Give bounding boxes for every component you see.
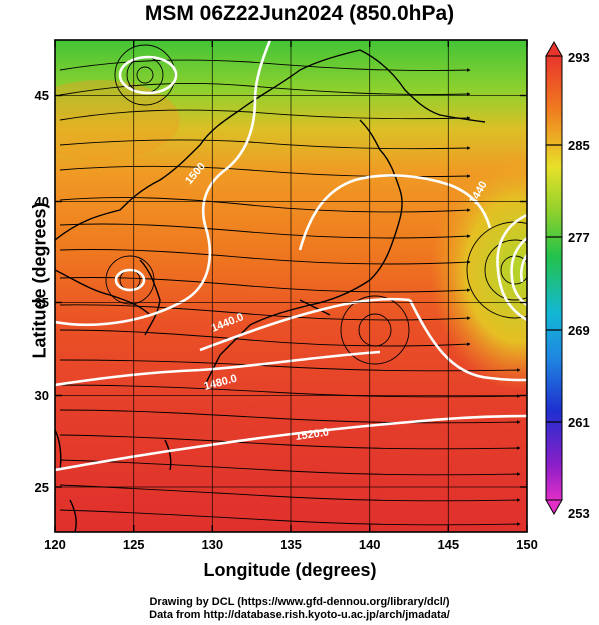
colorbar-bottom-arrow bbox=[545, 499, 563, 516]
y-axis bbox=[55, 94, 527, 488]
x-tick-145: 145 bbox=[437, 537, 459, 552]
y-tick-40: 40 bbox=[35, 194, 49, 209]
y-axis-label: Latitude (degrees) bbox=[29, 202, 50, 359]
colorbar-tick-261: 261 bbox=[568, 415, 590, 430]
x-tick-135: 135 bbox=[280, 537, 302, 552]
streamlines-south bbox=[59, 359, 521, 526]
colorbar-tick-285: 285 bbox=[568, 138, 590, 153]
colorbar-tick-293: 293 bbox=[568, 50, 590, 65]
y-tick-45: 45 bbox=[35, 88, 49, 103]
colorbar bbox=[545, 40, 563, 516]
contour-label-1520-0: 1520.0 bbox=[295, 426, 330, 443]
credit-drawing: Drawing by DCL (https://www.gfd-dennou.o… bbox=[149, 596, 450, 608]
cyclone-streamlines bbox=[105, 44, 527, 365]
map-title: MSM 06Z22Jun2024 (850.0hPa) bbox=[144, 2, 455, 25]
colorbar-tick-labels: 293 285 277 269 261 253 bbox=[568, 50, 590, 521]
colorbar-top-arrow bbox=[545, 40, 563, 57]
y-tick-35: 35 bbox=[35, 295, 49, 310]
x-tick-130: 130 bbox=[201, 537, 223, 552]
y-tick-labels: 25 30 35 40 45 bbox=[35, 88, 49, 495]
x-axis-label: Longitude (degrees) bbox=[203, 560, 377, 580]
x-tick-140: 140 bbox=[359, 537, 381, 552]
x-tick-125: 125 bbox=[123, 537, 145, 552]
colorbar-tick-277: 277 bbox=[568, 230, 590, 245]
credit-data: Data from http://database.rish.kyoto-u.a… bbox=[149, 609, 450, 621]
x-tick-120: 120 bbox=[44, 537, 66, 552]
wind-streamlines bbox=[59, 44, 527, 526]
y-tick-30: 30 bbox=[35, 388, 49, 403]
height-contours bbox=[55, 40, 527, 472]
colorbar-tick-269: 269 bbox=[568, 323, 590, 338]
x-tick-150: 150 bbox=[516, 537, 538, 552]
x-tick-labels: 120 125 130 135 140 145 150 bbox=[44, 537, 538, 552]
streamlines-middle bbox=[59, 197, 471, 347]
map-grid bbox=[55, 40, 527, 532]
x-axis bbox=[54, 40, 528, 532]
y-tick-25: 25 bbox=[35, 480, 49, 495]
colorbar-tick-253: 253 bbox=[568, 506, 590, 521]
